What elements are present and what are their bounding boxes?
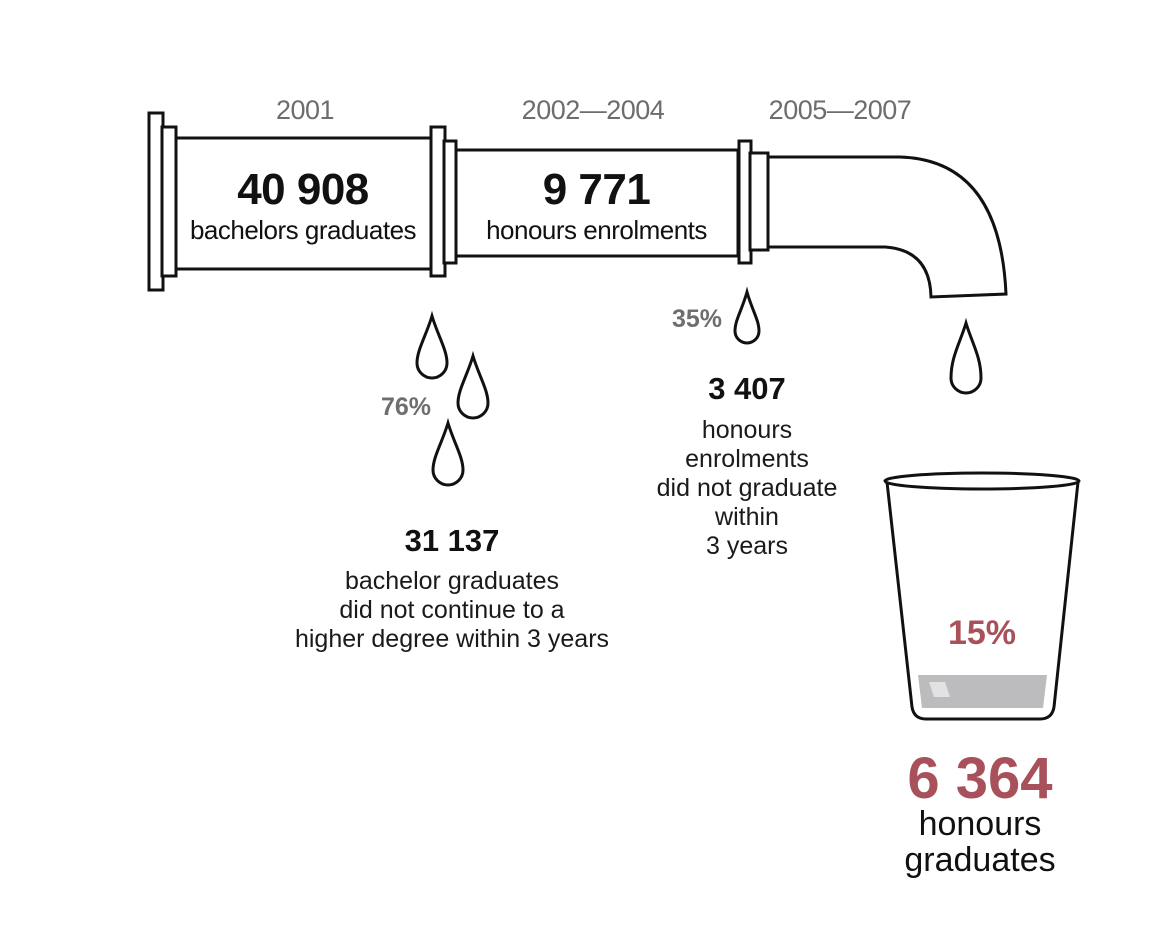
stage-3-period: 2005—2007: [768, 95, 912, 125]
leak-2-description: honours enrolments did not graduate with…: [656, 416, 838, 560]
stage-1-label: bachelors graduates: [189, 215, 417, 245]
leak-2-percent: 35%: [671, 305, 723, 333]
drop-icon: [733, 286, 761, 345]
stage-2-period: 2002—2004: [521, 95, 665, 125]
stage-2-value: 9 771: [542, 165, 651, 214]
leak-2-value: 3 407: [708, 371, 786, 406]
glass-water-fill: [918, 675, 1047, 708]
glass-icon: [883, 471, 1081, 721]
drop-icon: [456, 350, 490, 420]
result-label: honours graduates: [904, 805, 1056, 879]
drop-icon: [431, 417, 465, 487]
pipe-segment-1: [173, 136, 433, 271]
pipe-flange: [160, 125, 178, 278]
pipe-flange: [748, 151, 770, 252]
result-value: 6 364: [907, 746, 1053, 811]
stage-2-label: honours enrolments: [486, 215, 707, 245]
result-percent: 15%: [947, 614, 1017, 652]
pipe-spout: [766, 155, 1008, 299]
stage-1-period: 2001: [275, 95, 335, 125]
leak-1-value: 31 137: [404, 523, 500, 558]
leak-1-percent: 76%: [380, 393, 432, 421]
drop-icon: [415, 310, 449, 380]
pipe-flange: [442, 139, 458, 265]
stage-1-value: 40 908: [237, 165, 369, 214]
drop-icon: [949, 317, 983, 395]
leak-1-description: bachelor graduates did not continue to a…: [294, 567, 610, 653]
